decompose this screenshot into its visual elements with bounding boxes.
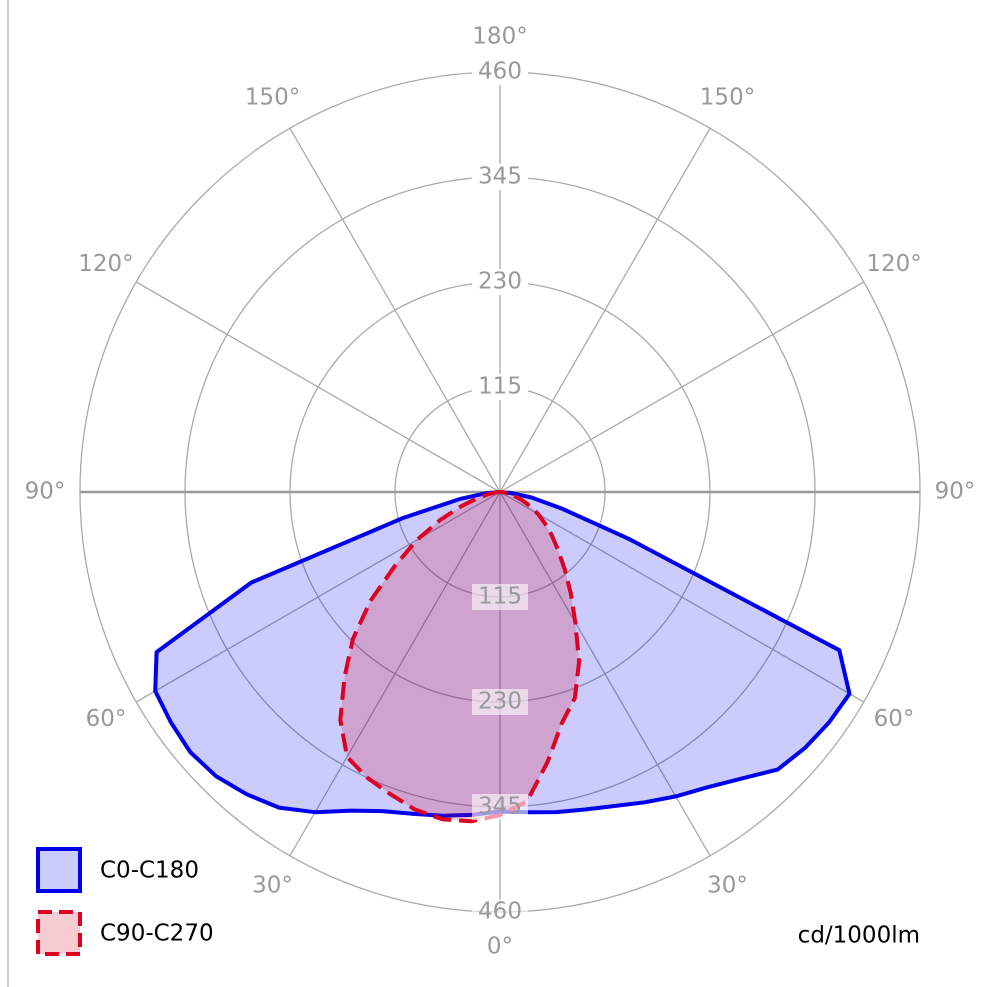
unit-label: cd/1000lm <box>798 923 920 949</box>
spoke <box>499 281 865 493</box>
angle-label: 30° <box>707 873 748 899</box>
tick-bg <box>472 689 528 715</box>
legend-label: C90-C270 <box>100 921 214 947</box>
r-tick-label: 115 <box>478 584 522 610</box>
r-tick-label: 230 <box>478 689 522 715</box>
spoke <box>499 491 865 703</box>
tick-bg <box>472 584 528 610</box>
angle-label: 150° <box>700 84 755 110</box>
spoke <box>499 127 711 493</box>
r-tick-label: 115 <box>478 374 522 400</box>
angle-label: 120° <box>78 251 133 277</box>
angle-label: 0° <box>487 934 513 960</box>
angle-label: 60° <box>874 706 915 732</box>
r-tick-label: 345 <box>478 794 522 820</box>
tick-bg <box>472 899 528 925</box>
spoke <box>135 281 501 493</box>
tick-bg <box>472 269 528 295</box>
angle-label: 150° <box>245 84 300 110</box>
legend-swatch <box>36 847 82 893</box>
angle-label: 180° <box>472 24 527 50</box>
curves <box>153 490 852 824</box>
legend-swatch <box>36 910 82 956</box>
r-tick-label: 460 <box>478 59 522 85</box>
legend-label: C0-C180 <box>100 858 199 884</box>
labels: 0° 30° 30° 60° 60° 90° 90° 120° 120° 150° 150° 180°… <box>25 24 976 960</box>
angle-label: 120° <box>866 251 921 277</box>
tick-bg <box>472 59 528 85</box>
tick-bg <box>472 794 528 820</box>
angle-label: 90° <box>935 479 976 505</box>
tick-bg <box>472 374 528 400</box>
angle-label: 90° <box>25 479 66 505</box>
grid <box>79 71 921 913</box>
r-tick-label: 345 <box>478 164 522 190</box>
angle-label: 60° <box>86 706 127 732</box>
spoke <box>289 491 501 857</box>
angle-label: 30° <box>252 873 293 899</box>
spoke <box>135 491 501 703</box>
r-tick-label: 230 <box>478 269 522 295</box>
tick-bg <box>472 164 528 190</box>
spoke <box>289 127 501 493</box>
r-tick-label: 460 <box>478 899 522 925</box>
